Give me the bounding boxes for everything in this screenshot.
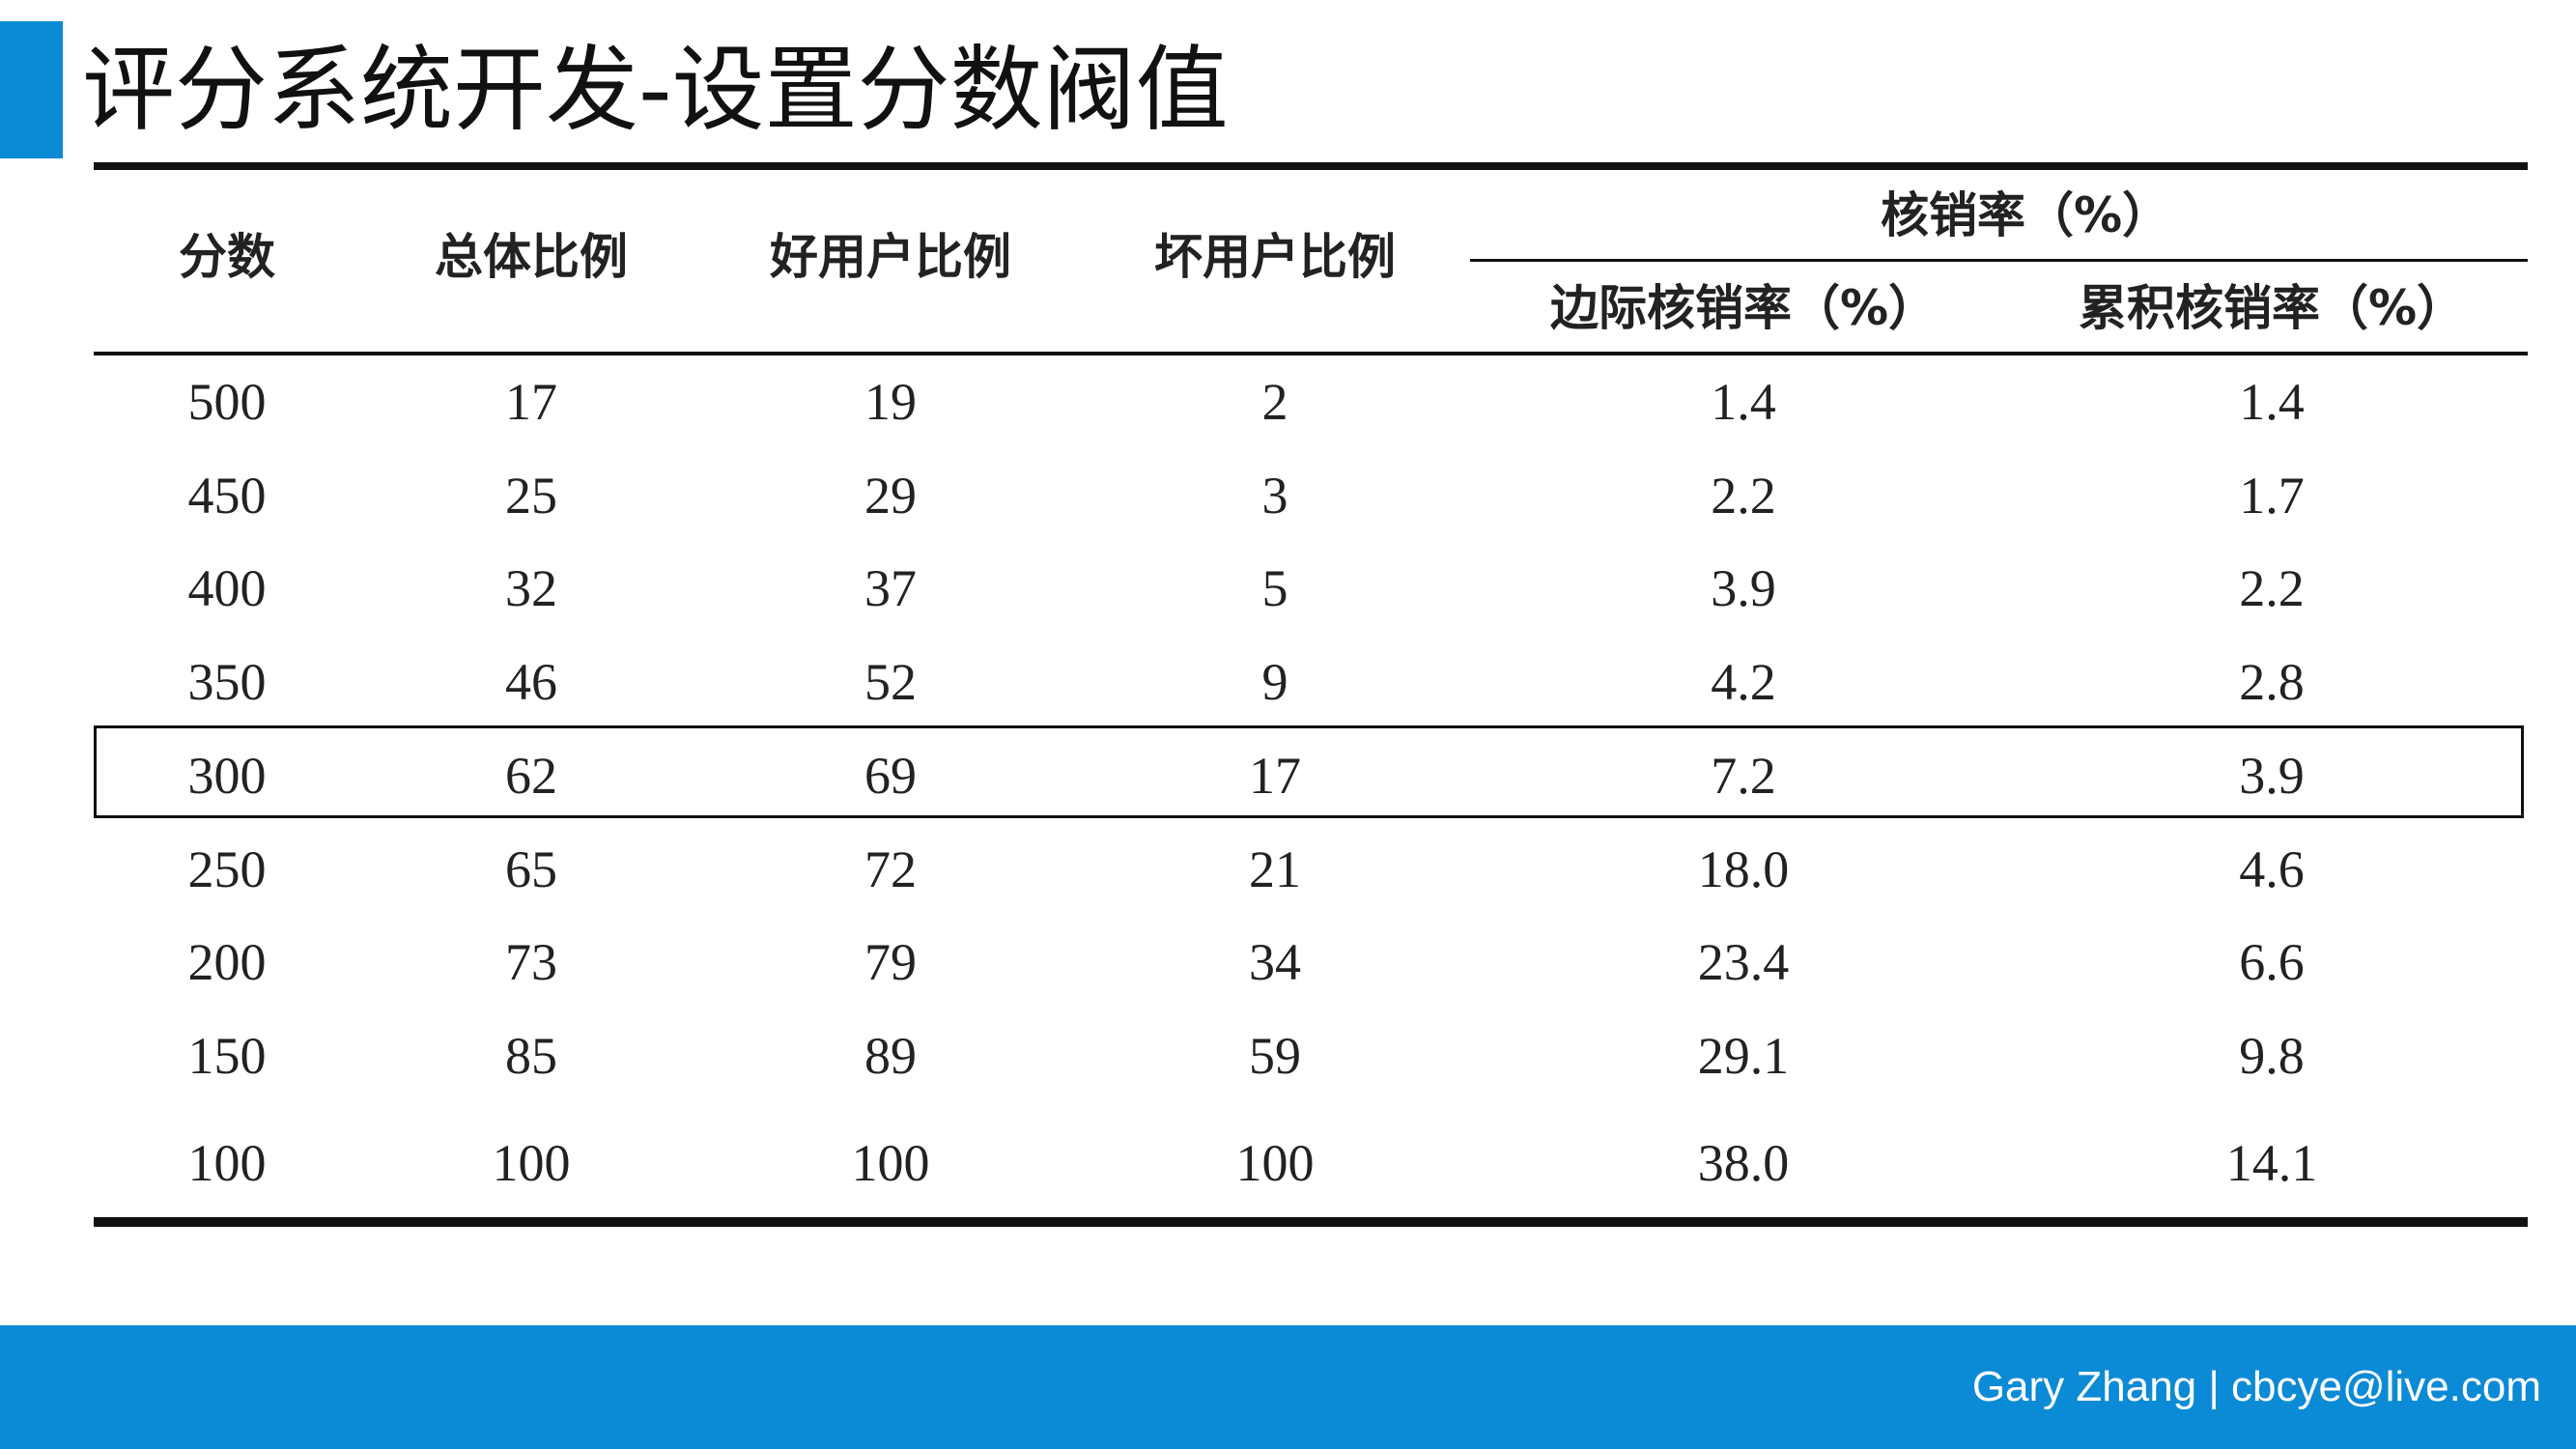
cell-score: 300 bbox=[187, 747, 267, 805]
cell-total-ratio: 100 bbox=[492, 1134, 571, 1192]
header-marginal-writeoff: 边际核销率（%） bbox=[1549, 280, 1938, 336]
cell-good-ratio: 29 bbox=[864, 467, 917, 525]
cell-score: 450 bbox=[187, 467, 267, 525]
cell-cumulative-writeoff: 6.6 bbox=[2239, 933, 2305, 991]
cell-marginal-writeoff: 29.1 bbox=[1697, 1027, 1790, 1085]
cell-good-ratio: 69 bbox=[864, 747, 917, 805]
cell-total-ratio: 25 bbox=[505, 467, 557, 525]
cell-bad-ratio: 17 bbox=[1249, 747, 1301, 805]
header-writeoff-group: 核销率（%） bbox=[1880, 187, 2171, 243]
footer-bar: Gary Zhang | cbcye@live.com bbox=[0, 1325, 2576, 1449]
cell-bad-ratio: 9 bbox=[1261, 653, 1288, 711]
cell-score: 350 bbox=[187, 653, 267, 711]
cell-cumulative-writeoff: 3.9 bbox=[2239, 747, 2305, 805]
cell-good-ratio: 52 bbox=[864, 653, 917, 711]
cell-marginal-writeoff: 2.2 bbox=[1711, 467, 1776, 525]
header-group-rule bbox=[1470, 259, 2528, 262]
cell-cumulative-writeoff: 1.7 bbox=[2239, 467, 2305, 525]
cell-total-ratio: 65 bbox=[505, 840, 557, 898]
cell-bad-ratio: 3 bbox=[1261, 467, 1288, 525]
cell-score: 250 bbox=[187, 840, 267, 898]
cell-bad-ratio: 2 bbox=[1261, 373, 1288, 431]
cell-marginal-writeoff: 7.2 bbox=[1711, 747, 1776, 805]
cell-cumulative-writeoff: 4.6 bbox=[2239, 840, 2305, 898]
cell-score: 100 bbox=[187, 1134, 267, 1192]
cell-marginal-writeoff: 18.0 bbox=[1697, 840, 1790, 898]
cell-marginal-writeoff: 4.2 bbox=[1711, 653, 1776, 711]
cell-score: 400 bbox=[187, 559, 267, 617]
cell-good-ratio: 37 bbox=[864, 559, 917, 617]
highlighted-row-box bbox=[94, 725, 2524, 818]
cell-cumulative-writeoff: 9.8 bbox=[2239, 1027, 2305, 1085]
cell-good-ratio: 72 bbox=[864, 840, 917, 898]
cell-marginal-writeoff: 1.4 bbox=[1711, 373, 1776, 431]
cell-total-ratio: 17 bbox=[505, 373, 557, 431]
score-threshold-table: 分数 总体比例 好用户比例 坏用户比例 核销率（%） 边际核销率（%） 累积核销… bbox=[94, 162, 2528, 1229]
cell-total-ratio: 46 bbox=[505, 653, 557, 711]
header-cumulative-writeoff: 累积核销率（%） bbox=[2078, 280, 2466, 336]
cell-score: 500 bbox=[187, 373, 267, 431]
header-good-ratio: 好用户比例 bbox=[770, 229, 1011, 285]
footer-credit: Gary Zhang | cbcye@live.com bbox=[1971, 1363, 2541, 1410]
cell-total-ratio: 73 bbox=[505, 933, 557, 991]
cell-good-ratio: 79 bbox=[864, 933, 917, 991]
cell-good-ratio: 19 bbox=[864, 373, 917, 431]
cell-bad-ratio: 5 bbox=[1261, 559, 1288, 617]
cell-cumulative-writeoff: 14.1 bbox=[2225, 1134, 2318, 1192]
cell-total-ratio: 85 bbox=[505, 1027, 557, 1085]
cell-bad-ratio: 34 bbox=[1249, 933, 1301, 991]
cell-marginal-writeoff: 23.4 bbox=[1697, 933, 1790, 991]
header-bad-ratio: 坏用户比例 bbox=[1154, 229, 1396, 285]
cell-cumulative-writeoff: 2.8 bbox=[2239, 653, 2305, 711]
slide-title: 评分系统开发-设置分数阀值 bbox=[82, 36, 1229, 144]
cell-score: 200 bbox=[187, 933, 267, 991]
cell-cumulative-writeoff: 2.2 bbox=[2239, 559, 2305, 617]
header-score: 分数 bbox=[179, 229, 275, 285]
cell-marginal-writeoff: 38.0 bbox=[1697, 1134, 1790, 1192]
header-total-ratio: 总体比例 bbox=[435, 229, 628, 285]
cell-bad-ratio: 21 bbox=[1249, 840, 1301, 898]
cell-total-ratio: 32 bbox=[505, 559, 557, 617]
table-top-rule bbox=[94, 162, 2528, 170]
header-bottom-rule bbox=[94, 352, 2528, 355]
cell-bad-ratio: 59 bbox=[1249, 1027, 1301, 1085]
cell-bad-ratio: 100 bbox=[1235, 1134, 1315, 1192]
cell-marginal-writeoff: 3.9 bbox=[1711, 559, 1776, 617]
cell-good-ratio: 89 bbox=[864, 1027, 917, 1085]
table-bottom-rule bbox=[94, 1217, 2528, 1227]
cell-cumulative-writeoff: 1.4 bbox=[2239, 373, 2305, 431]
cell-good-ratio: 100 bbox=[851, 1134, 930, 1192]
cell-score: 150 bbox=[187, 1027, 267, 1085]
title-accent-bar bbox=[0, 21, 63, 158]
cell-total-ratio: 62 bbox=[505, 747, 557, 805]
